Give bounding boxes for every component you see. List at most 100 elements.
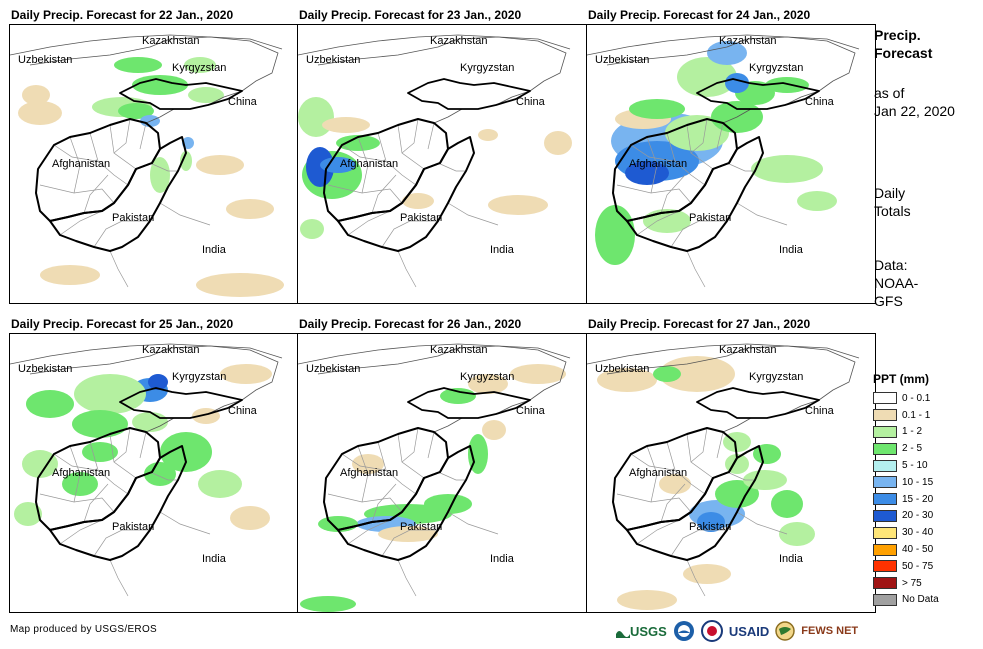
- country-label-india: India: [779, 244, 804, 256]
- legend-swatch: [873, 476, 897, 489]
- precip-area: [114, 57, 162, 73]
- precip-area: [220, 364, 272, 384]
- province-line: [646, 445, 658, 503]
- pakistan-border: [626, 445, 764, 561]
- province-line: [69, 445, 81, 503]
- legend-label: 50 - 75: [902, 560, 934, 572]
- country-label-kazakhstan: Kazakhstan: [142, 35, 199, 47]
- precip-area: [160, 432, 212, 472]
- precip-area: [188, 87, 224, 103]
- precip-area: [198, 470, 242, 498]
- province-line: [636, 210, 680, 236]
- map-frame: Kazakhstan Uzbekistan Kyrgyzstan China Afgha…: [9, 333, 299, 613]
- country-label-india: India: [779, 553, 804, 565]
- legend-item: 1 - 2: [873, 424, 978, 441]
- logo-strip: USGS USAID FEWS NET: [616, 617, 858, 645]
- precip-map: Kazakhstan Uzbekistan Kyrgyzstan China Afgha…: [587, 343, 860, 610]
- province-line: [377, 132, 417, 186]
- kyrgyzstan-border: [696, 387, 820, 419]
- kyrgyzstan-border: [407, 78, 531, 110]
- province-line: [401, 427, 419, 463]
- forecast-panel-1: Daily Precip. Forecast for 22 Jan., 2020…: [9, 8, 299, 308]
- legend-item: 40 - 50: [873, 541, 978, 558]
- precip-area: [300, 219, 324, 239]
- province-line: [427, 122, 435, 150]
- credit-text: Map produced by USGS/EROS: [10, 624, 158, 635]
- precip-area: [771, 490, 803, 518]
- province-line: [39, 184, 115, 204]
- province-line: [686, 433, 714, 479]
- legend-swatch: [873, 409, 897, 422]
- legend-swatch: [873, 425, 897, 438]
- province-line: [59, 519, 103, 545]
- province-line: [149, 162, 178, 172]
- country-label-pakistan: Pakistan: [400, 212, 442, 224]
- province-line: [616, 184, 692, 204]
- precip-area: [150, 157, 170, 193]
- precip-area: [617, 590, 677, 610]
- country-line: [10, 34, 283, 56]
- forecast-panel-4: Daily Precip. Forecast for 25 Jan., 2020…: [9, 317, 299, 617]
- precip-field: [597, 356, 815, 610]
- province-line: [666, 132, 706, 186]
- legend-swatch: [873, 459, 897, 472]
- precip-area: [715, 480, 759, 508]
- legend-item: > 75: [873, 575, 978, 592]
- side-totals: Daily Totals: [874, 184, 911, 220]
- country-label-china: China: [805, 96, 835, 108]
- province-line: [159, 202, 211, 226]
- country-label-uzbekistan: Uzbekistan: [595, 363, 649, 375]
- country-label-afghanistan: Afghanistan: [340, 158, 398, 170]
- kyrgyzstan-border: [119, 78, 243, 110]
- legend-label: 40 - 50: [902, 544, 934, 556]
- province-line: [89, 132, 129, 186]
- fewsnet-logo-text: FEWS NET: [801, 625, 859, 637]
- province-line: [341, 453, 385, 471]
- side-title: Precip. Forecast: [874, 26, 932, 62]
- country-label-pakistan: Pakistan: [400, 521, 442, 533]
- precip-area: [595, 205, 635, 265]
- country-label-uzbekistan: Uzbekistan: [18, 54, 72, 66]
- precip-area: [298, 97, 334, 137]
- precip-area: [478, 129, 498, 141]
- country-label-kazakhstan: Kazakhstan: [142, 344, 199, 356]
- province-line: [670, 220, 727, 248]
- country-label-kyrgyzstan: Kyrgyzstan: [172, 62, 226, 74]
- country-label-uzbekistan: Uzbekistan: [306, 54, 360, 66]
- precip-area: [468, 374, 508, 394]
- precip-area: [707, 41, 747, 65]
- province-line: [53, 144, 97, 162]
- country-label-afghanistan: Afghanistan: [629, 467, 687, 479]
- country-line: [10, 343, 283, 365]
- legend-label: 10 - 15: [902, 476, 934, 488]
- precip-area: [544, 131, 572, 155]
- panel-title: Daily Precip. Forecast for 24 Jan., 2020: [588, 8, 811, 22]
- province-line: [69, 136, 81, 194]
- province-line: [646, 136, 658, 194]
- legend-title: PPT (mm): [873, 372, 930, 386]
- noaa-logo-icon: [673, 621, 694, 641]
- forecast-panel-6: Daily Precip. Forecast for 27 Jan., 2020…: [586, 317, 876, 617]
- precip-area: [72, 410, 128, 438]
- province-line: [630, 144, 674, 162]
- province-line: [109, 559, 129, 597]
- province-line: [690, 118, 708, 154]
- country-label-kazakhstan: Kazakhstan: [719, 344, 776, 356]
- precip-area: [440, 388, 476, 404]
- province-line: [716, 122, 724, 150]
- province-line: [89, 441, 129, 495]
- side-asof: as of Jan 22, 2020: [874, 84, 955, 120]
- province-line: [53, 453, 97, 471]
- legend-item: 0.1 - 1: [873, 407, 978, 424]
- precip-area: [629, 99, 685, 119]
- forecast-panel-2: Daily Precip. Forecast for 23 Jan., 2020…: [297, 8, 587, 308]
- province-line: [113, 427, 131, 463]
- usgs-logo: USGS: [616, 624, 667, 639]
- kyrgyzstan-border: [407, 387, 531, 419]
- precip-area: [230, 506, 270, 530]
- legend-swatch: [873, 560, 897, 573]
- province-line: [427, 431, 435, 459]
- province-boundaries: [327, 118, 499, 288]
- precip-area: [779, 522, 815, 546]
- province-line: [686, 559, 706, 597]
